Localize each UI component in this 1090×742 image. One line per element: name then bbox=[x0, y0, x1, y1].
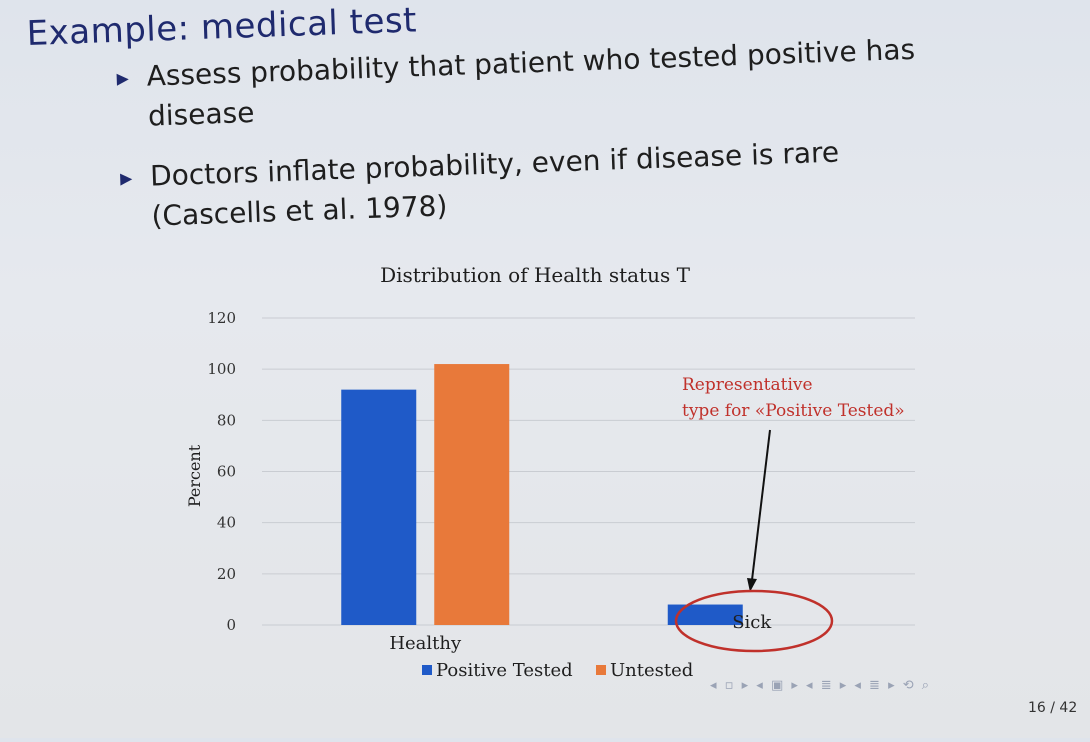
bar-untested-healthy bbox=[434, 364, 510, 625]
y-tick-label: 20 bbox=[217, 565, 236, 583]
chart-title: Distribution of Health status T bbox=[380, 263, 691, 287]
beamer-navigation: ◂ ▫ ▸ ◂ ▣ ▸ ◂ ≣ ▸ ◂ ≣ ▸ ⟲ ⌕ bbox=[710, 678, 931, 693]
legend-label: Positive Tested bbox=[436, 660, 573, 681]
y-tick-label: 0 bbox=[226, 616, 236, 634]
y-tick-labels: 0 20 40 60 80 100 120 bbox=[207, 309, 236, 634]
bar-positive-tested-sick bbox=[667, 604, 743, 625]
annotation-line-1: Representative bbox=[682, 375, 813, 395]
annotation: Representative type for «Positive Tested… bbox=[674, 375, 905, 653]
y-tick-label: 40 bbox=[217, 514, 236, 532]
annotation-line-2: type for «Positive Tested» bbox=[682, 401, 905, 421]
y-tick-label: 100 bbox=[207, 360, 236, 378]
legend: Positive Tested Untested bbox=[422, 660, 693, 681]
next-section-icon[interactable]: ◂ ≣ ▸ bbox=[854, 678, 897, 693]
prev-section-icon[interactable]: ◂ ≣ ▸ bbox=[806, 678, 849, 693]
legend-swatch bbox=[596, 665, 606, 675]
annotation-arrow bbox=[751, 429, 771, 581]
y-tick-label: 120 bbox=[207, 309, 236, 327]
annotation-arrowhead bbox=[747, 578, 757, 592]
page-number: 16 / 42 bbox=[1028, 700, 1078, 716]
y-tick-label: 60 bbox=[217, 463, 236, 481]
annotation-circle bbox=[674, 589, 834, 653]
search-icon[interactable]: ⟲ ⌕ bbox=[902, 678, 932, 693]
legend-label: Untested bbox=[610, 660, 693, 681]
x-category-label: Sick bbox=[732, 612, 772, 633]
next-frame-icon[interactable]: ◂ ▣ ▸ bbox=[756, 678, 800, 693]
legend-swatch bbox=[422, 665, 432, 675]
x-category-labels: Healthy Sick bbox=[389, 612, 772, 654]
bar-positive-tested-healthy bbox=[341, 389, 417, 625]
y-tick-label: 80 bbox=[217, 411, 236, 429]
x-category-label: Healthy bbox=[389, 633, 462, 654]
prev-frame-icon[interactable]: ◂ ▫ ▸ bbox=[710, 678, 751, 693]
y-axis-label: Percent bbox=[185, 444, 204, 507]
bars bbox=[341, 364, 743, 625]
